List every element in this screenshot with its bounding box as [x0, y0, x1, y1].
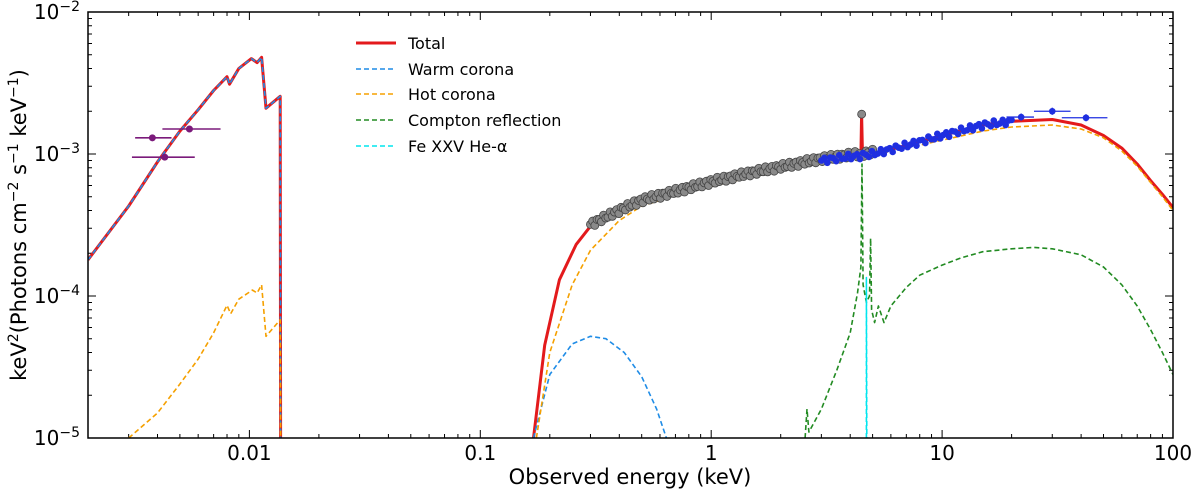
legend-label-fe-xxv: Fe XXV He-α	[408, 137, 507, 156]
data-point	[954, 130, 962, 138]
series-line-hot-corona	[128, 284, 282, 438]
y-tick-label: 10−5	[34, 425, 80, 450]
x-tick-label: 0.1	[464, 441, 496, 465]
legend-label-warm-corona: Warm corona	[408, 60, 514, 79]
data-point	[922, 139, 929, 147]
y-tick-label: 10−4	[34, 283, 80, 308]
series-line-warm-corona	[532, 335, 668, 438]
data-point	[853, 150, 861, 158]
data-point	[931, 136, 938, 143]
ticks-layer	[87, 11, 1174, 439]
data-point	[945, 133, 953, 141]
x-tick-label: 10	[929, 441, 954, 465]
data-point	[889, 148, 897, 156]
series-line-compton-reflection	[804, 163, 1173, 438]
legend: Total Warm corona Hot corona Compton ref…	[356, 34, 561, 156]
data-point	[832, 157, 840, 165]
x-tick-label: 0.01	[227, 441, 272, 465]
data-point	[821, 154, 828, 162]
legend-label-total: Total	[407, 34, 445, 53]
data-point	[1008, 116, 1015, 124]
y-axis-title: keV2(Photons cm−2 s−1 keV−1)	[6, 69, 31, 381]
data-point	[999, 116, 1006, 124]
data-point	[987, 123, 995, 130]
data-point	[161, 153, 169, 161]
series-line-total	[88, 55, 283, 438]
data-point	[185, 125, 193, 133]
data-point	[1048, 107, 1056, 115]
series-line-warm-corona	[88, 56, 282, 438]
y-tick-labels: 10−5 10−4 10−3 10−2	[34, 0, 80, 450]
data-point	[1082, 114, 1090, 122]
data-point	[877, 145, 885, 153]
data-point	[1017, 113, 1025, 121]
data-point	[978, 125, 986, 132]
plot-frame	[87, 11, 1174, 439]
series-line-total	[532, 112, 1173, 438]
data-point	[824, 159, 831, 167]
data-point	[844, 150, 852, 158]
data-point	[910, 137, 917, 145]
data-point	[966, 122, 974, 129]
y-tick-label: 10−2	[34, 0, 80, 24]
data-point	[880, 150, 888, 158]
x-tick-label: 100	[1154, 441, 1192, 465]
legend-label-hot-corona: Hot corona	[408, 85, 496, 104]
data-point	[963, 126, 971, 134]
x-axis-title: Observed energy (keV)	[509, 465, 752, 489]
data-point	[913, 142, 920, 149]
data-point	[856, 155, 864, 163]
y-tick-label: 10−3	[34, 141, 80, 166]
data-point	[865, 153, 873, 161]
series-layer	[88, 55, 1173, 438]
series-line-hot-corona	[535, 124, 1173, 438]
x-tick-label: 1	[705, 441, 718, 465]
legend-label-compton-reflection: Compton reflection	[408, 111, 561, 130]
data-point	[148, 134, 156, 142]
data-point	[898, 145, 905, 152]
data-point	[857, 109, 867, 119]
points-layer	[131, 107, 1108, 230]
x-tick-labels: 0.01 0.1 1 10 100	[227, 441, 1192, 465]
